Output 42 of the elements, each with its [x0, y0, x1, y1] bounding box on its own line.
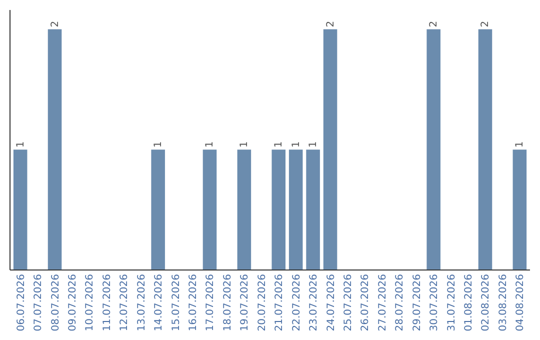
- x-tick-label: 24.07.2026: [326, 274, 337, 332]
- x-tick-label: 26.07.2026: [360, 274, 372, 332]
- x-tick-label: 13.07.2026: [136, 274, 148, 332]
- x-tick-label: 20.07.2026: [256, 274, 268, 332]
- data-label: 1: [15, 141, 26, 148]
- data-label: 1: [274, 141, 285, 148]
- x-tick-label: 12.07.2026: [119, 274, 130, 332]
- x-tick-label: 01.08.2026: [464, 274, 475, 332]
- x-tick-label: 30.07.2026: [429, 274, 440, 332]
- x-tick-label: 10.07.2026: [84, 274, 96, 332]
- x-tick-label: 11.07.2026: [102, 274, 113, 332]
- x-tick-label: 27.07.2026: [377, 274, 388, 332]
- x-tick-label: 22.07.2026: [291, 274, 302, 332]
- x-tick-label: 06.07.2026: [16, 274, 27, 332]
- data-label: 1: [239, 141, 250, 148]
- data-label: 2: [325, 20, 336, 28]
- x-tick-label: 04.08.2026: [515, 274, 526, 332]
- x-tick-label: 25.07.2026: [342, 274, 354, 332]
- x-tick-label: 31.07.2026: [446, 274, 458, 332]
- data-label: 1: [204, 141, 216, 148]
- data-label: 1: [153, 141, 164, 148]
- x-tick-label: 08.07.2026: [50, 274, 62, 332]
- x-tick-label: 02.08.2026: [480, 274, 492, 332]
- x-tick-label: 09.07.2026: [67, 274, 78, 332]
- x-tick-label: 18.07.2026: [222, 274, 234, 332]
- x-tick-label: 14.07.2026: [154, 274, 165, 332]
- x-tick-label: 17.07.2026: [205, 274, 216, 332]
- data-label: 2: [428, 20, 440, 28]
- x-tick-label: 29.07.2026: [412, 274, 423, 332]
- x-tick-label: 03.08.2026: [498, 274, 509, 332]
- data-label: 1: [308, 141, 320, 148]
- data-label: 1: [290, 141, 302, 148]
- x-tick-label: 15.07.2026: [170, 274, 182, 332]
- x-tick-label: 23.07.2026: [308, 274, 320, 332]
- data-label: 2: [50, 20, 61, 28]
- x-tick-label: 21.07.2026: [274, 274, 286, 332]
- x-tick-label: 28.07.2026: [394, 274, 406, 332]
- x-tick-label: 16.07.2026: [188, 274, 200, 332]
- x-tick-label: 07.07.2026: [33, 274, 44, 332]
- data-label: 2: [480, 20, 492, 28]
- x-tick-label: 19.07.2026: [240, 274, 251, 332]
- data-label: 1: [514, 141, 526, 148]
